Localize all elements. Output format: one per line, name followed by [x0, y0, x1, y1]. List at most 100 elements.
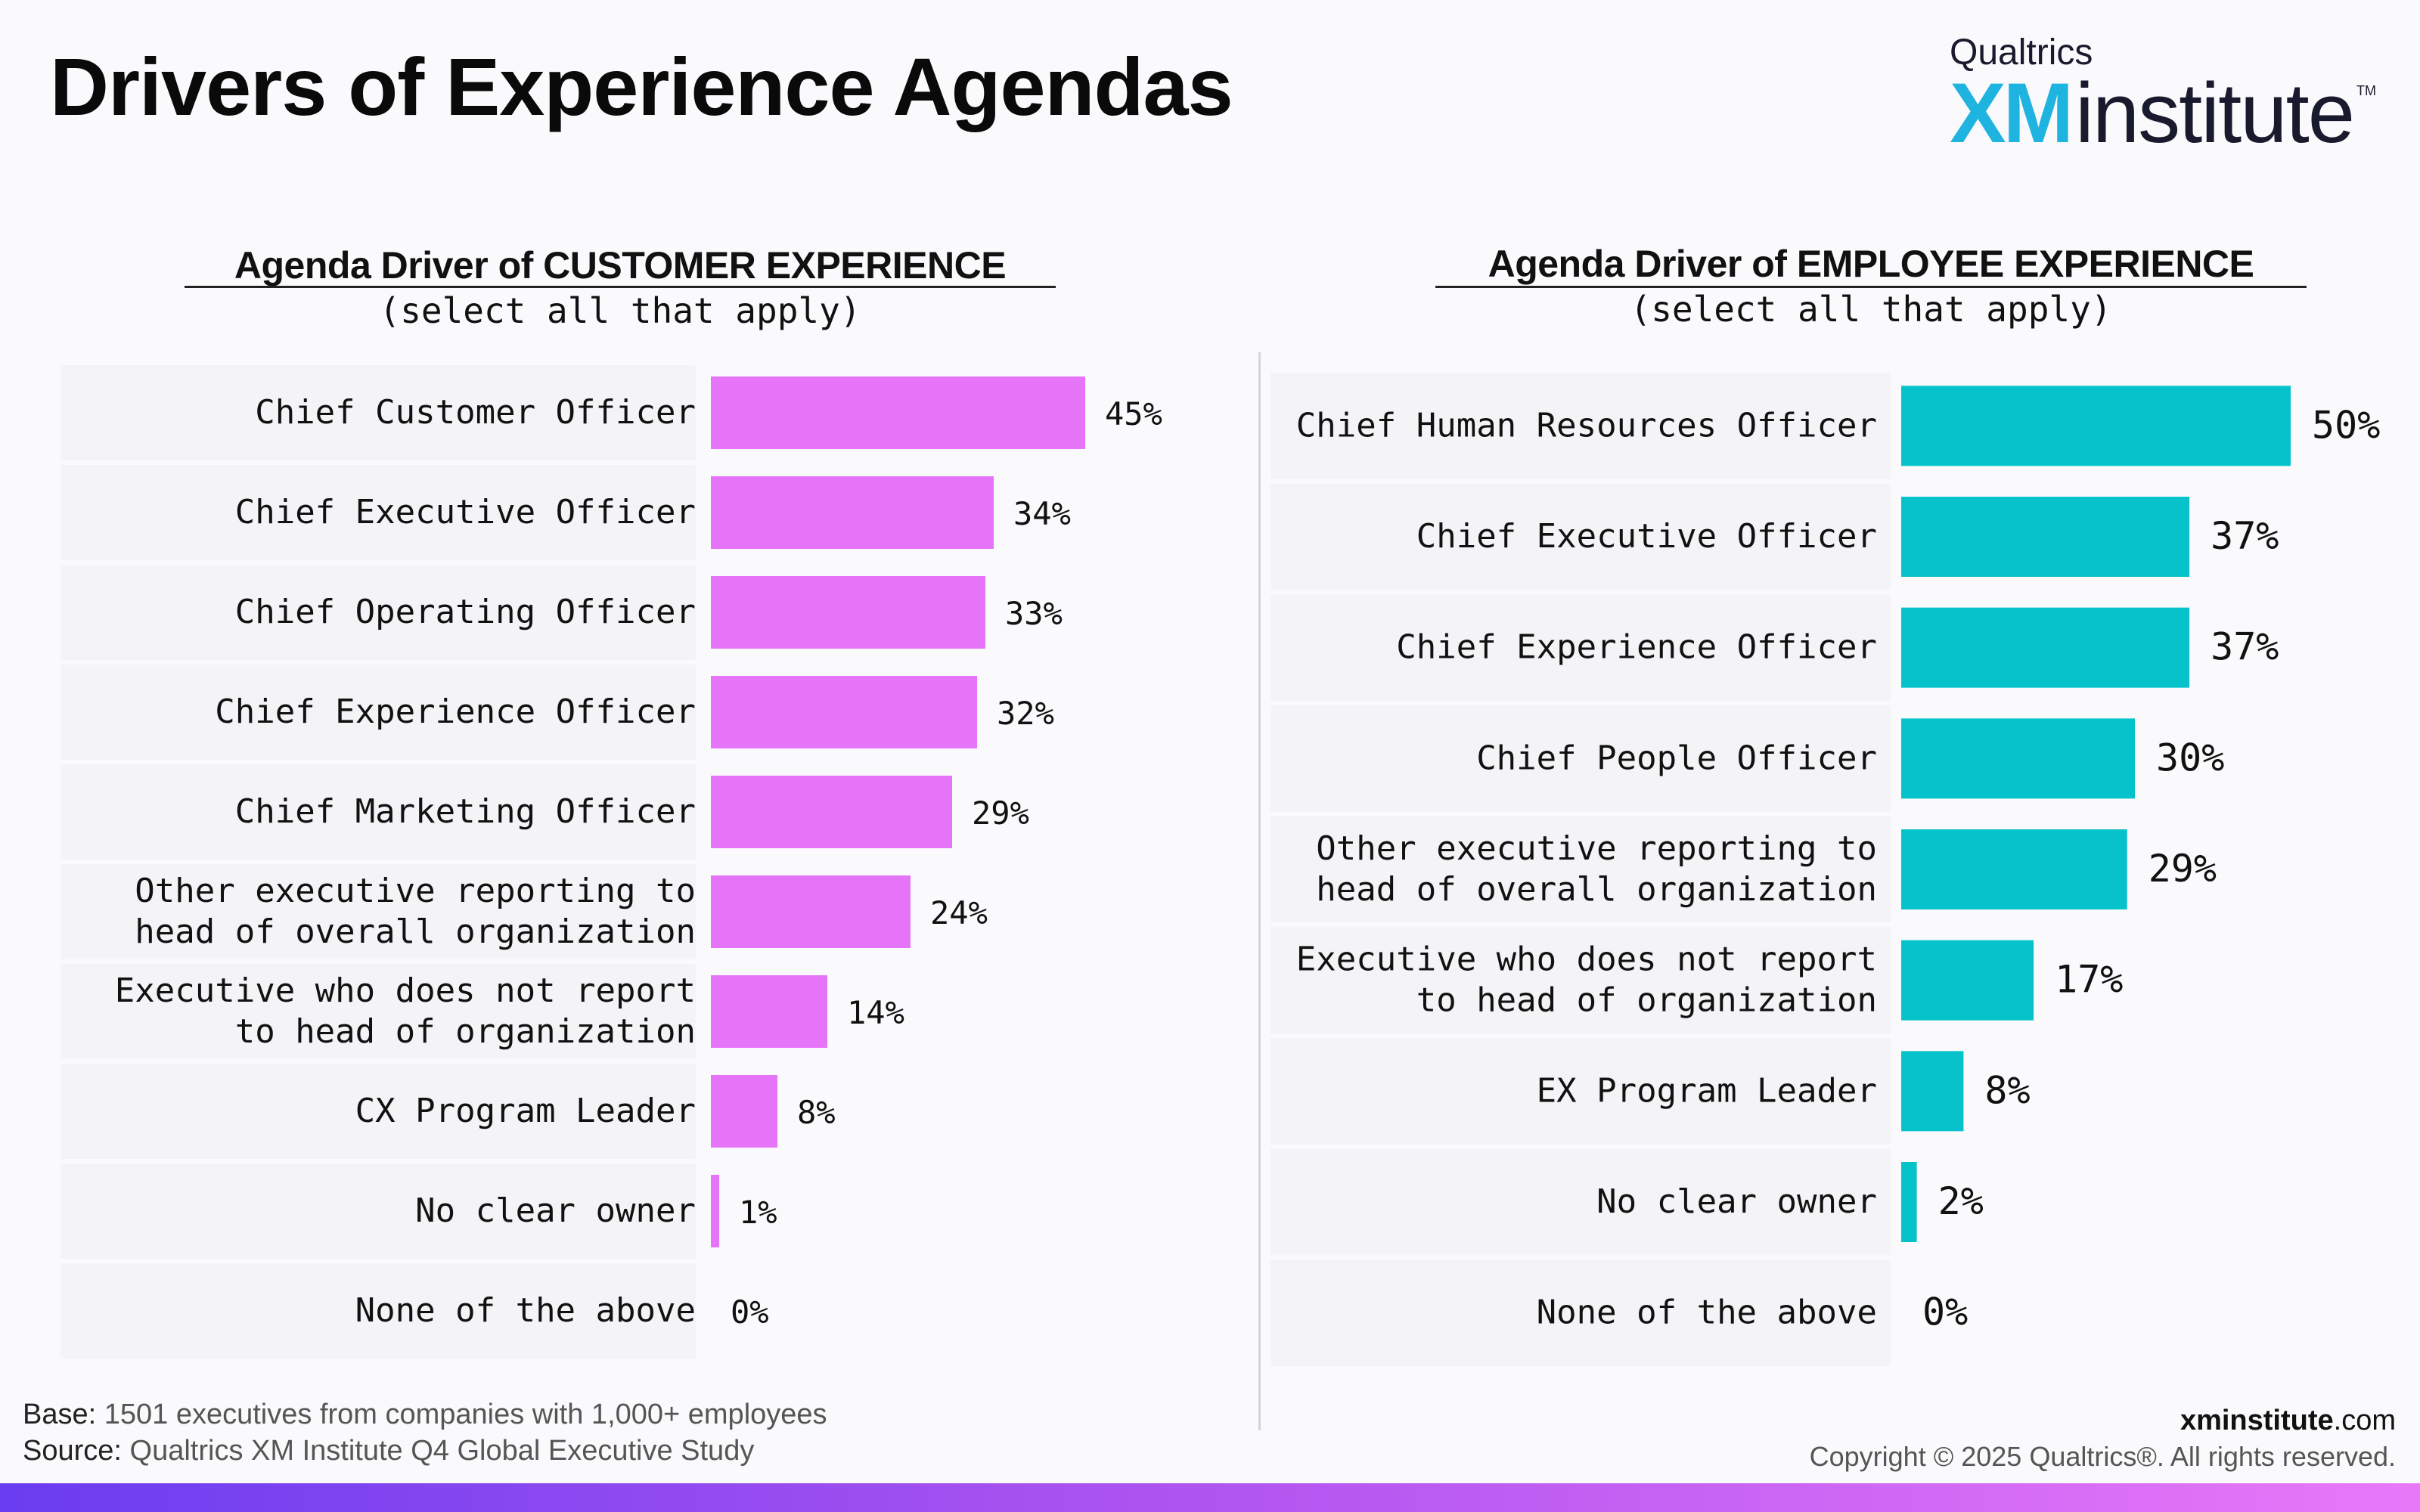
ex-title-rule — [1435, 286, 2307, 288]
ex-row-band — [1270, 927, 1891, 1033]
ex-value-label: 30% — [2156, 736, 2224, 779]
page-title: Drivers of Experience Agendas — [50, 41, 1233, 132]
ex-value-label: 37% — [2211, 625, 2279, 669]
ex-bar — [1901, 1162, 1917, 1242]
cx-row-band — [60, 465, 696, 560]
ex-row-band — [1270, 373, 1891, 479]
cx-category-label: Executive who does not report — [115, 971, 696, 1010]
logo-xm-text: XM — [1950, 66, 2074, 160]
ex-value-label: 2% — [1938, 1179, 1984, 1223]
ex-bar — [1901, 386, 2291, 466]
ex-category-label: Chief Experience Officer — [1396, 628, 1877, 667]
cx-category-label: head of overall organization — [135, 912, 696, 951]
ex-category-label: Chief Executive Officer — [1416, 517, 1877, 556]
ex-value-label: 37% — [2211, 514, 2279, 558]
cx-category-label: Chief Operating Officer — [235, 593, 696, 631]
cx-value-label: 32% — [997, 695, 1054, 732]
base-text: 1501 executives from companies with 1,00… — [96, 1399, 827, 1430]
cx-bar — [711, 676, 977, 748]
ex-value-label: 29% — [2149, 847, 2217, 891]
logo-institute-text: institute — [2075, 66, 2355, 160]
cx-value-label: 29% — [972, 795, 1029, 832]
source-label: Source: — [23, 1435, 122, 1467]
cx-value-label: 24% — [930, 894, 988, 931]
ex-category-label: Chief People Officer — [1476, 739, 1877, 777]
ex-bar — [1901, 607, 2190, 688]
cx-chart-title: Agenda Driver of CUSTOMER EXPERIENCE — [234, 244, 1007, 287]
ex-bar — [1901, 718, 2135, 799]
ex-category-label: Other executive reporting to — [1316, 829, 1877, 868]
cx-row-band — [60, 1163, 696, 1259]
ex-bar — [1901, 940, 2034, 1021]
base-note: Base: 1501 executives from companies wit… — [23, 1399, 827, 1431]
site-bold-text: xminstitute — [2180, 1405, 2334, 1436]
base-label: Base: — [23, 1399, 97, 1430]
ex-row-band — [1270, 483, 1891, 590]
cx-bar — [711, 776, 952, 848]
source-text: Qualtrics XM Institute Q4 Global Executi… — [121, 1435, 755, 1467]
cx-bar — [711, 1175, 719, 1247]
cx-value-label: 8% — [797, 1094, 836, 1131]
cx-bar — [711, 576, 985, 649]
logo-tm-mark: TM — [2356, 83, 2376, 98]
ex-bar — [1901, 829, 2127, 909]
site-link[interactable]: xminstitute.com — [2180, 1405, 2396, 1437]
logo-qualtrics-text: Qualtrics — [1950, 33, 2093, 73]
cx-value-label: 45% — [1105, 395, 1162, 432]
cx-row-band — [60, 565, 696, 660]
ex-row-band — [1270, 594, 1891, 701]
ex-value-label: 50% — [2312, 403, 2380, 447]
ex-row-band — [1270, 1259, 1891, 1366]
cx-row-band — [60, 764, 696, 860]
ex-category-label: EX Program Leader — [1537, 1071, 1877, 1110]
ex-chart-subtitle: (select all that apply) — [1630, 289, 2112, 330]
cx-bar — [711, 975, 827, 1048]
ex-row-band — [1270, 816, 1891, 923]
ex-row-band — [1270, 705, 1891, 812]
cx-row-band — [60, 864, 696, 959]
cx-category-label: No clear owner — [415, 1191, 696, 1230]
ex-category-label: No clear owner — [1596, 1182, 1877, 1221]
cx-row-band — [60, 1064, 696, 1159]
cx-value-label: 14% — [847, 994, 904, 1031]
ex-bar — [1901, 1051, 1964, 1132]
ex-category-label: None of the above — [1537, 1294, 1877, 1332]
cx-row-band — [60, 665, 696, 760]
cx-title-rule — [185, 286, 1056, 288]
cx-chart-subtitle: (select all that apply) — [379, 290, 861, 331]
ex-category-label: to head of organization — [1416, 981, 1877, 1020]
cx-category-label: Chief Experience Officer — [215, 692, 696, 731]
copyright-text: Copyright © 2025 Qualtrics®. All rights … — [1809, 1441, 2396, 1472]
ex-category-label: Chief Human Resources Officer — [1296, 406, 1877, 445]
cx-bar — [711, 1075, 777, 1148]
panel-divider — [1258, 352, 1261, 1430]
cx-value-label: 34% — [1013, 495, 1071, 532]
cx-value-label: 33% — [1005, 595, 1063, 632]
ex-row-band — [1270, 1148, 1891, 1256]
ex-bar — [1901, 497, 2190, 577]
cx-row-band — [60, 365, 696, 460]
site-rest-text: .com — [2333, 1405, 2396, 1436]
cx-value-label: 0% — [731, 1294, 769, 1331]
cx-category-label: Other executive reporting to — [135, 872, 696, 910]
cx-category-label: Chief Executive Officer — [235, 493, 696, 531]
xm-institute-logo: Qualtrics XM institute TM — [1950, 27, 2376, 156]
ex-value-label: 8% — [1984, 1068, 2030, 1112]
cx-category-label: to head of organization — [235, 1012, 696, 1051]
ex-row-band — [1270, 1038, 1891, 1145]
cx-category-label: None of the above — [355, 1291, 696, 1330]
cx-row-band — [60, 964, 696, 1059]
cx-category-label: Chief Marketing Officer — [235, 792, 696, 831]
source-note: Source: Qualtrics XM Institute Q4 Global… — [23, 1435, 754, 1467]
cx-category-label: CX Program Leader — [355, 1092, 696, 1130]
cx-row-band — [60, 1263, 696, 1359]
cx-bar — [711, 476, 994, 549]
ex-category-label: head of overall organization — [1316, 870, 1877, 909]
cx-category-label: Chief Customer Officer — [255, 393, 696, 432]
ex-value-label: 17% — [2055, 958, 2123, 1002]
cx-bar — [711, 875, 911, 948]
cx-value-label: 1% — [739, 1194, 777, 1231]
cx-bar — [711, 376, 1085, 449]
bottom-gradient-bar — [0, 1483, 2420, 1512]
